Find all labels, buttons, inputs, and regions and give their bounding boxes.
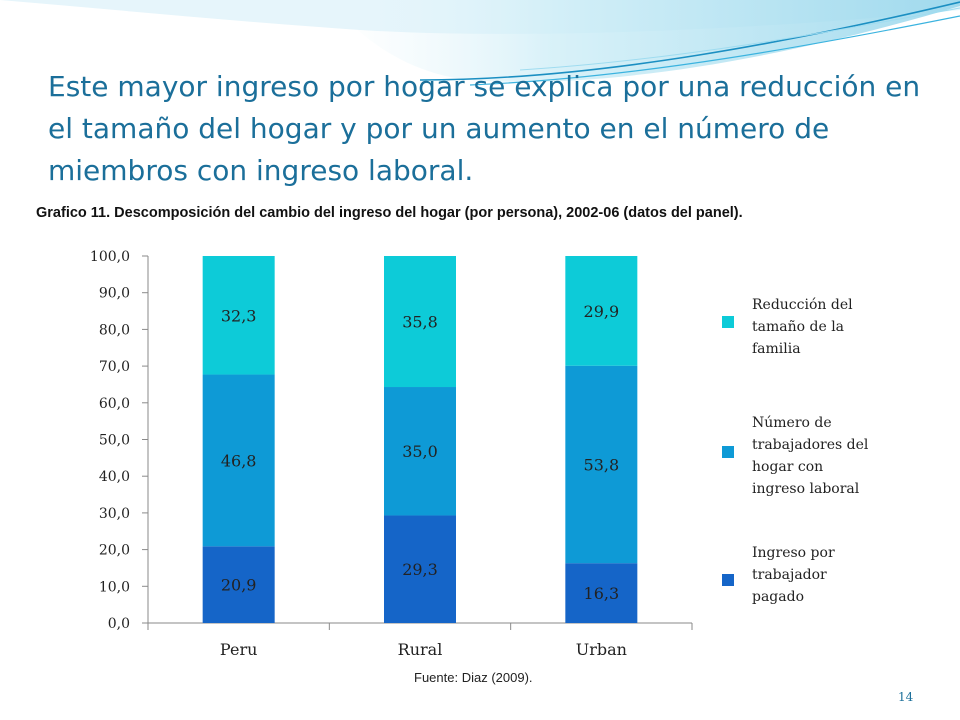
bar-segment — [565, 563, 638, 623]
legend-label-line: ingreso laboral — [752, 481, 860, 497]
bar-segment — [565, 365, 638, 564]
legend-label-line: hogar con — [752, 459, 824, 475]
legend-label-line: trabajador — [752, 567, 827, 583]
y-tick-label: 0,0 — [108, 616, 130, 632]
data-label: 53,8 — [584, 455, 620, 474]
legend-label-line: Ingreso por — [752, 545, 835, 561]
x-category-label: Urban — [576, 640, 627, 659]
y-tick-label: 40,0 — [99, 469, 130, 485]
legend-label-line: trabajadores del — [752, 437, 869, 453]
legend-swatch — [722, 446, 734, 458]
data-label: 29,3 — [402, 560, 438, 579]
slide-title: Este mayor ingreso por hogar se explica … — [48, 70, 921, 187]
bar-segment — [384, 387, 456, 516]
y-tick-label: 80,0 — [99, 322, 130, 338]
bar-segment — [384, 515, 456, 623]
legend-label-line: Número de — [752, 415, 832, 431]
data-label: 20,9 — [221, 576, 257, 595]
data-label: 29,9 — [584, 302, 620, 321]
data-label: 35,8 — [402, 313, 438, 332]
page-number: 14 — [898, 690, 914, 704]
data-label: 16,3 — [584, 584, 620, 603]
y-tick-label: 10,0 — [99, 579, 130, 595]
x-category-label: Peru — [220, 640, 257, 659]
legend-label-line: tamaño de la — [752, 319, 845, 335]
legend-swatch — [722, 316, 734, 328]
data-label: 46,8 — [221, 451, 257, 470]
y-tick-label: 20,0 — [99, 543, 130, 559]
bar-segment — [384, 256, 456, 388]
y-tick-label: 30,0 — [99, 506, 130, 522]
bar-segment — [202, 546, 275, 623]
x-category-label: Rural — [398, 640, 443, 659]
bar-segment — [202, 374, 275, 547]
legend-label-line: pagado — [752, 589, 805, 605]
source-note: Fuente: Diaz (2009). — [414, 670, 533, 685]
legend-swatch — [722, 574, 734, 586]
header-wave-decoration — [0, 0, 960, 86]
legend-label-line: familia — [752, 341, 801, 357]
chart-title: Grafico 11. Descomposición del cambio de… — [36, 205, 743, 221]
y-tick-label: 90,0 — [99, 286, 130, 302]
legend-label-line: Reducción del — [752, 297, 853, 313]
data-label: 32,3 — [221, 306, 257, 325]
y-tick-label: 50,0 — [99, 433, 130, 449]
legend-label: Reducción del tamaño de la familia — [752, 294, 902, 360]
legend-label: Ingreso por trabajador pagado — [752, 542, 902, 608]
legend-label: Número de trabajadores del hogar con ingres… — [752, 412, 902, 500]
y-tick-label: 100,0 — [90, 249, 130, 265]
y-tick-label: 70,0 — [99, 359, 130, 375]
data-label: 35,0 — [402, 442, 438, 461]
bar-segment — [565, 256, 638, 366]
y-tick-label: 60,0 — [99, 396, 130, 412]
bar-segment — [202, 256, 275, 375]
